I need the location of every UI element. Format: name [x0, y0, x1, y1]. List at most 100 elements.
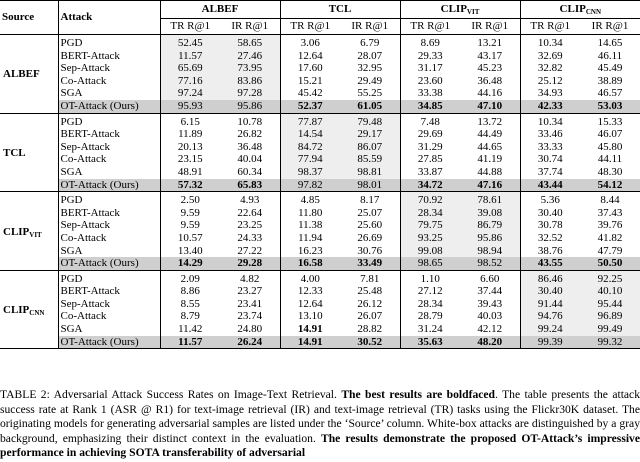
value-cell: 26.69 [357, 231, 383, 244]
table-row: BERT-Attack 8.86 23.27 12.33 25.48 27.12 37.44… [0, 285, 640, 298]
value-cell: 8.44 [600, 194, 620, 207]
value-cell: 92.25 [580, 270, 640, 286]
attack-name: Co-Attack [57, 310, 160, 324]
source-header: Source [0, 0, 58, 35]
value-cell: 30.40 [519, 206, 581, 220]
value-cell: 84.72 [279, 140, 340, 154]
value-cell: 29.69 [399, 128, 460, 141]
model-name: CLIP [440, 3, 467, 16]
value-cell: 36.48 [237, 140, 263, 153]
value-cell: 31.17 [399, 62, 460, 75]
value-cell: 39.08 [460, 206, 521, 220]
value-cell: 30.78 [519, 219, 581, 232]
value-cell: 97.28 [220, 87, 280, 100]
table-row: CLIPVIT PGD 2.50 4.93 4.85 8.17 70.92 78.61 5.36… [0, 191, 640, 271]
value-cell: 50.50 [580, 257, 640, 271]
value-cell: 8.17 [360, 194, 380, 207]
value-cell: 28.79 [399, 310, 460, 324]
source-label: TCL [0, 113, 58, 193]
value-cell: 44.65 [477, 140, 503, 153]
value-cell: 13.21 [477, 37, 503, 49]
value-cell: 86.79 [460, 219, 521, 232]
value-cell: 98.81 [340, 165, 400, 179]
metric-header: IR R@1 [340, 18, 400, 35]
value-cell: 61.05 [340, 99, 400, 114]
value-cell: 44.11 [597, 153, 623, 166]
value-cell: 8.86 [159, 285, 220, 298]
value-cell: 38.89 [597, 74, 623, 87]
value-cell: 6.79 [360, 37, 380, 49]
value-cell: 10.57 [159, 231, 220, 245]
value-cell: 70.92 [399, 191, 460, 207]
value-cell: 22.64 [237, 206, 263, 219]
model-name: TCL [3, 147, 26, 160]
attack-name: PGD [57, 34, 160, 50]
value-cell: 94.76 [519, 310, 581, 324]
value-cell: 47.10 [460, 99, 521, 114]
model-name: TCL [328, 3, 352, 16]
table-row: SGA 97.24 97.28 45.42 55.25 33.38 44.16 34.93 46… [0, 87, 640, 100]
value-cell: 14.65 [597, 37, 623, 49]
table-row: SGA 11.42 24.80 14.91 28.82 31.24 42.12 99.24 99… [0, 323, 640, 336]
value-cell: 20.13 [159, 140, 220, 154]
value-cell: 23.41 [237, 297, 263, 310]
value-cell: 26.24 [220, 335, 280, 349]
value-cell: 35.63 [399, 335, 460, 349]
value-cell: 6.60 [480, 272, 500, 285]
value-cell: 28.34 [399, 206, 460, 220]
model-name: CLIP [3, 225, 30, 238]
value-cell: 2.09 [159, 270, 220, 286]
table-row: Sep-Attack 9.59 23.25 11.38 25.60 79.75 86.79 3… [0, 219, 640, 232]
value-cell: 30.76 [357, 244, 383, 257]
value-cell: 65.69 [159, 62, 220, 75]
value-cell: 73.95 [220, 62, 280, 75]
value-cell: 14.91 [279, 323, 340, 336]
value-cell: 7.48 [399, 113, 460, 129]
value-cell: 2.50 [159, 191, 220, 207]
table-row: Co-Attack 8.79 23.74 13.10 26.07 28.79 40.03 94… [0, 310, 640, 324]
value-cell: 11.57 [159, 335, 220, 349]
value-cell: 98.37 [279, 165, 340, 179]
value-cell: 42.12 [477, 323, 503, 336]
table-row: OT-Attack (Ours) 14.29 29.28 16.58 33.49 98.6… [0, 257, 640, 271]
metric-header: IR R@1 [580, 18, 640, 35]
value-cell: 33.33 [519, 140, 581, 154]
value-cell: 40.10 [580, 285, 640, 298]
table-row: Co-Attack 77.16 83.86 15.21 29.49 23.60 36.48 2… [0, 74, 640, 88]
value-cell: 52.37 [279, 99, 340, 114]
value-cell: 95.86 [220, 99, 280, 114]
value-cell: 29.33 [399, 49, 460, 63]
table-row: ALBEF PGD 52.45 58.65 3.06 6.79 8.69 13.21 10.34… [0, 34, 640, 114]
caption: TABLE 2: Adversarial Attack Success Rate… [0, 388, 640, 462]
value-cell: 97.82 [279, 178, 340, 192]
value-cell: 41.19 [477, 153, 503, 166]
value-cell: 98.52 [460, 257, 521, 271]
value-cell: 33.87 [399, 165, 460, 179]
source-label: ALBEF [0, 34, 58, 114]
table-row: CLIPCNN PGD 2.09 4.82 4.00 7.81 1.10 6.60 86.46 9… [0, 270, 640, 350]
value-cell: 13.10 [279, 310, 340, 324]
model-subscript: VIT [466, 8, 480, 17]
value-cell: 41.82 [597, 231, 623, 244]
value-cell: 99.39 [519, 335, 581, 349]
value-cell: 10.78 [237, 115, 263, 128]
value-cell: 44.88 [477, 165, 503, 178]
table-row: Co-Attack 23.15 40.04 77.94 85.59 27.85 41.19 3… [0, 153, 640, 166]
attack-name: PGD [57, 113, 160, 129]
source-label: CLIPVIT [0, 191, 58, 271]
metric-header: TR R@1 [279, 18, 340, 35]
value-cell: 11.89 [159, 128, 220, 141]
value-cell: 29.28 [220, 257, 280, 271]
value-cell: 27.85 [399, 153, 460, 166]
value-cell: 86.07 [340, 140, 400, 154]
attack-name: BERT-Attack [57, 49, 160, 63]
value-cell: 32.69 [519, 49, 581, 63]
attack-name: BERT-Attack [57, 128, 160, 141]
value-cell: 33.38 [399, 87, 460, 100]
value-cell: 8.79 [159, 310, 220, 324]
value-cell: 30.40 [519, 285, 581, 298]
model-subscript: VIT [29, 230, 42, 239]
value-cell: 37.43 [597, 206, 623, 219]
value-cell: 11.57 [159, 49, 220, 63]
